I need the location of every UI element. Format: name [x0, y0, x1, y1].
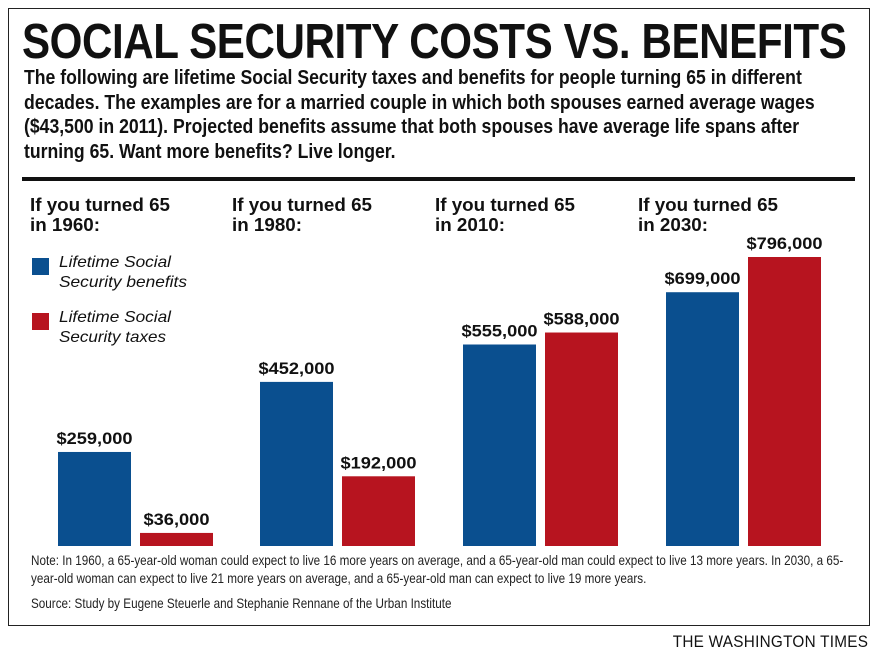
group-label-2010: If you turned 65 [435, 194, 575, 215]
bar-benefits-1960 [58, 451, 131, 546]
data-label-benefits-2010: $555,000 [462, 322, 538, 340]
bar-taxes-2030 [748, 257, 821, 546]
data-label-benefits-2030: $699,000 [665, 270, 741, 288]
legend-swatch-taxes [32, 313, 49, 330]
data-label-taxes-2030: $796,000 [747, 235, 823, 253]
bar-taxes-1960 [140, 532, 213, 546]
chart-title: SOCIAL SECURITY COSTS VS. BENEFITS [22, 15, 847, 69]
publisher-credit: THE WASHINGTON TIMES [672, 632, 868, 651]
group-label-1960: in 1960: [30, 214, 100, 235]
data-label-taxes-1980: $192,000 [341, 454, 417, 472]
legend-label-taxes: Security taxes [59, 329, 166, 346]
data-label-taxes-1960: $36,000 [144, 511, 210, 529]
bar-benefits-1980 [260, 381, 333, 546]
group-label-2010: in 2010: [435, 214, 505, 235]
bar-taxes-2010 [545, 332, 618, 546]
group-label-2030: in 2030: [638, 214, 708, 235]
bar-taxes-1980 [342, 476, 415, 546]
legend-label-benefits: Security benefits [59, 274, 187, 291]
legend-label-taxes: Lifetime Social [59, 309, 171, 326]
data-label-benefits-1960: $259,000 [57, 430, 133, 448]
group-label-1960: If you turned 65 [30, 194, 170, 215]
bar-benefits-2030 [666, 292, 739, 546]
group-label-1980: in 1980: [232, 214, 302, 235]
footnote: Note: In 1960, a 65-year-old woman could… [31, 553, 844, 586]
group-label-2030: If you turned 65 [638, 194, 778, 215]
group-label-1980: If you turned 65 [232, 194, 372, 215]
legend-label-benefits: Lifetime Social [59, 254, 171, 271]
data-label-benefits-1980: $452,000 [259, 360, 335, 378]
legend-swatch-benefits [32, 258, 49, 275]
chart-subtitle: The following are lifetime Social Securi… [24, 66, 815, 163]
source-line: Source: Study by Eugene Steuerle and Ste… [31, 596, 452, 611]
header-rule [22, 177, 855, 181]
data-label-taxes-2010: $588,000 [544, 311, 620, 329]
bar-benefits-2010 [463, 344, 536, 546]
